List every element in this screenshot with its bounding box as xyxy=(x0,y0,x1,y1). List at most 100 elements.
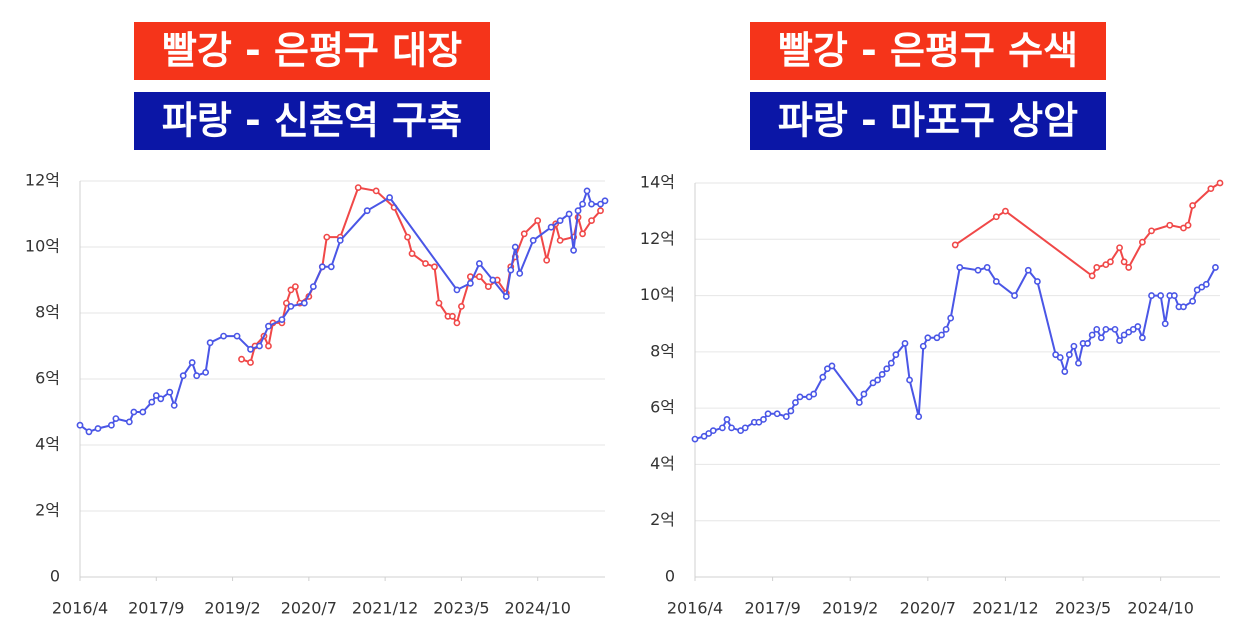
data-point xyxy=(919,342,927,350)
data-point xyxy=(206,339,214,347)
data-point xyxy=(755,418,763,426)
data-point xyxy=(1088,272,1096,280)
x-tick-label: 2016/4 xyxy=(667,599,723,618)
data-point xyxy=(85,428,93,436)
data-point xyxy=(94,425,102,432)
data-point xyxy=(287,286,295,294)
data-point xyxy=(760,415,767,423)
data-point xyxy=(323,233,331,241)
data-point xyxy=(992,278,1000,285)
data-point xyxy=(556,236,564,244)
data-point xyxy=(475,273,483,281)
data-point xyxy=(157,395,165,403)
data-point xyxy=(489,276,497,284)
data-point xyxy=(1065,351,1073,359)
data-point xyxy=(1129,325,1137,333)
data-point xyxy=(874,376,882,384)
data-point xyxy=(1102,261,1110,269)
data-point xyxy=(453,286,461,294)
data-point xyxy=(588,200,595,208)
data-point xyxy=(1148,292,1155,299)
data-point xyxy=(475,260,483,267)
data-point xyxy=(193,372,201,380)
data-point xyxy=(529,236,537,244)
data-point xyxy=(723,415,731,423)
data-point xyxy=(76,421,84,429)
x-tick-label: 2017/9 xyxy=(128,599,184,618)
data-point xyxy=(883,365,891,373)
data-point xyxy=(1084,340,1092,347)
data-point xyxy=(709,427,717,435)
data-point xyxy=(327,263,335,271)
data-point xyxy=(869,379,877,387)
data-point xyxy=(828,362,836,370)
data-point xyxy=(823,365,831,373)
data-point xyxy=(1216,179,1224,187)
data-point xyxy=(1116,337,1123,344)
legend-box xyxy=(134,22,490,80)
data-point xyxy=(453,319,461,327)
data-point xyxy=(458,302,465,310)
x-tick-label: 2019/2 xyxy=(204,599,260,618)
data-point xyxy=(787,407,795,415)
data-point xyxy=(1024,266,1032,274)
data-point xyxy=(336,236,344,244)
x-tick-label: 2021/12 xyxy=(352,599,418,618)
data-point xyxy=(792,399,799,406)
x-tick-label: 2024/10 xyxy=(1127,599,1193,618)
data-point xyxy=(1052,351,1060,359)
x-tick-label: 2020/7 xyxy=(281,599,337,618)
data-point xyxy=(1207,185,1215,193)
data-point xyxy=(130,408,138,416)
data-point xyxy=(1184,221,1192,229)
data-point xyxy=(764,410,772,418)
data-point xyxy=(256,342,263,350)
data-point xyxy=(1193,286,1201,294)
data-point xyxy=(878,370,886,378)
data-point xyxy=(1166,221,1174,229)
data-point xyxy=(728,424,735,432)
data-point xyxy=(516,269,524,277)
legend-box xyxy=(134,92,490,150)
data-point xyxy=(860,390,868,398)
data-point xyxy=(1107,258,1114,266)
data-point xyxy=(247,345,254,353)
data-point xyxy=(247,359,254,366)
data-point xyxy=(1161,320,1169,328)
data-point xyxy=(691,435,699,443)
y-tick-label: 8억 xyxy=(35,303,60,322)
data-point xyxy=(887,359,895,367)
data-point xyxy=(220,332,227,340)
data-point xyxy=(435,299,443,307)
data-point xyxy=(404,233,411,241)
data-point xyxy=(233,332,241,340)
data-point xyxy=(597,200,604,208)
data-point xyxy=(1061,368,1069,375)
x-tick-label: 2020/7 xyxy=(900,599,956,618)
data-point xyxy=(942,325,950,333)
plot-area xyxy=(695,183,1220,577)
data-point xyxy=(125,418,133,426)
legend-box xyxy=(750,22,1106,80)
data-point xyxy=(1093,325,1101,333)
x-tick-label: 2023/5 xyxy=(433,599,489,618)
data-point xyxy=(1116,244,1123,252)
y-tick-label: 12억 xyxy=(640,229,675,248)
data-point xyxy=(372,187,380,195)
data-point xyxy=(819,373,827,381)
data-point xyxy=(108,421,115,429)
data-point xyxy=(855,399,863,406)
data-point xyxy=(782,413,790,420)
data-point xyxy=(354,184,362,191)
data-point xyxy=(318,263,326,271)
data-point xyxy=(705,430,713,437)
data-point xyxy=(278,316,286,323)
legend-label: 파랑 - 마포구 상암 xyxy=(778,99,1078,143)
data-point xyxy=(947,314,955,322)
x-tick-label: 2019/2 xyxy=(822,599,878,618)
y-tick-label: 0 xyxy=(50,567,60,586)
data-point xyxy=(579,200,586,208)
data-point xyxy=(543,256,551,264)
legend-label: 빨강 - 은평구 대장 xyxy=(162,29,462,73)
